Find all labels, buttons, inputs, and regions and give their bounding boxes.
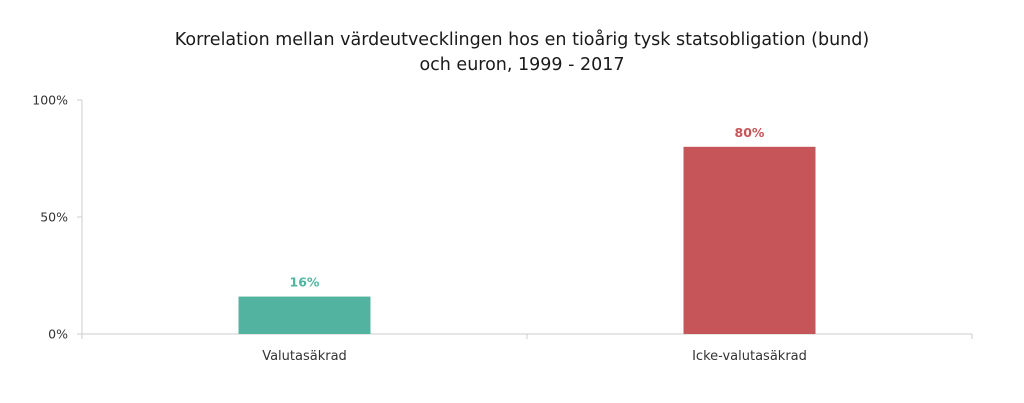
y-tick-label: 50% (40, 210, 68, 225)
x-ticks (81, 334, 973, 339)
category-label: Icke-valutasäkrad (692, 349, 807, 364)
x-axis (81, 333, 973, 339)
y-axis: 0% 50% 100% (32, 93, 83, 342)
y-tick-label: 0% (48, 327, 68, 342)
chart-title-line-1: Korrelation mellan värdeutvecklingen hos… (174, 30, 870, 50)
bar-value-labels: 16% 80% (290, 125, 765, 290)
category-labels: Valutasäkrad Icke-valutasäkrad (262, 349, 807, 364)
bar-value-label: 80% (735, 125, 765, 140)
bar-valutasakrad (238, 296, 371, 334)
chart-title: Korrelation mellan värdeutvecklingen hos… (0, 28, 1024, 78)
bars (238, 146, 816, 334)
y-ticks: 0% 50% 100% (32, 93, 82, 342)
category-label: Valutasäkrad (262, 349, 347, 364)
y-tick-label: 100% (32, 93, 68, 108)
bar-icke-valutasakrad (683, 146, 816, 334)
bar-value-label: 16% (290, 275, 320, 290)
chart-title-line-2: och euron, 1999 - 2017 (419, 55, 625, 75)
